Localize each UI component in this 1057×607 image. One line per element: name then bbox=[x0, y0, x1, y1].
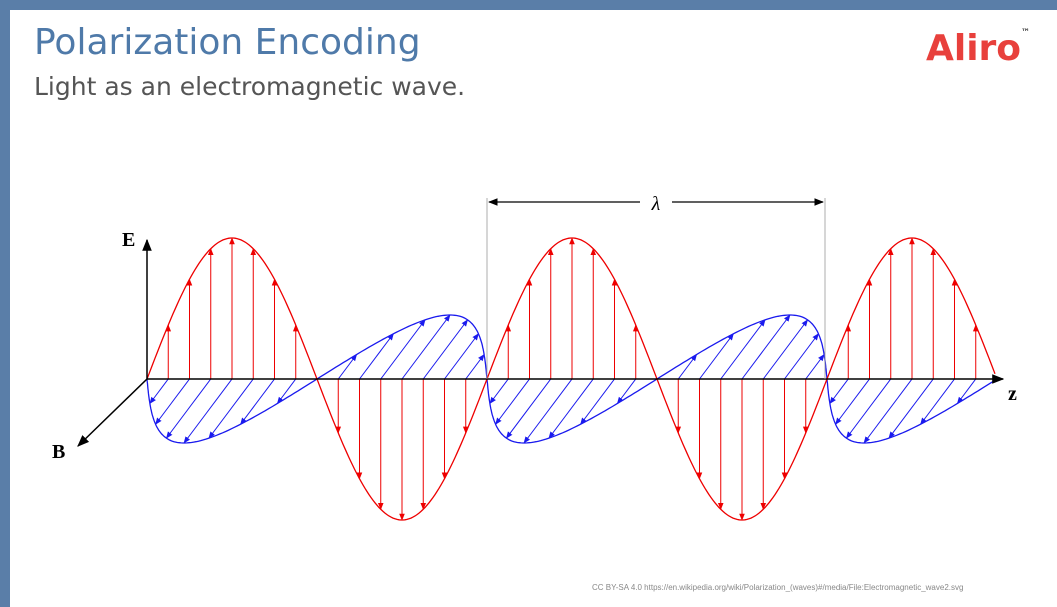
b-vector bbox=[445, 334, 479, 379]
b-vector bbox=[836, 379, 870, 424]
b-vector bbox=[360, 334, 394, 379]
b-axis bbox=[78, 379, 147, 446]
b-vector bbox=[830, 379, 848, 403]
b-vector bbox=[184, 379, 232, 443]
b-vector bbox=[742, 315, 790, 379]
b-vector bbox=[150, 379, 168, 403]
e-label: E bbox=[122, 229, 135, 251]
wavelength-label: λ bbox=[651, 193, 661, 215]
b-vector bbox=[338, 355, 356, 379]
b-vector bbox=[423, 320, 467, 379]
b-vector bbox=[700, 334, 734, 379]
wave-diagram: E B z λ bbox=[0, 0, 1057, 607]
b-vector bbox=[921, 379, 955, 424]
b-vector bbox=[466, 355, 484, 379]
b-vector bbox=[957, 379, 975, 403]
b-vector bbox=[846, 379, 890, 438]
b-vector bbox=[678, 355, 696, 379]
b-vector bbox=[277, 379, 295, 403]
b-vector bbox=[241, 379, 275, 424]
z-label: z bbox=[1008, 383, 1017, 405]
b-vector bbox=[402, 315, 450, 379]
b-vector bbox=[785, 334, 819, 379]
b-vector bbox=[506, 379, 550, 438]
b-vector bbox=[806, 355, 824, 379]
b-label: B bbox=[52, 441, 65, 463]
b-vector bbox=[490, 379, 508, 403]
credit: CC BY-SA 4.0 https://en.wikipedia.org/wi… bbox=[592, 583, 963, 592]
b-vector bbox=[864, 379, 912, 443]
b-vector bbox=[166, 379, 210, 438]
b-vector bbox=[156, 379, 190, 424]
b-vector bbox=[581, 379, 615, 424]
b-vector bbox=[496, 379, 530, 424]
b-vector bbox=[524, 379, 572, 443]
b-vector bbox=[763, 320, 807, 379]
b-vector bbox=[617, 379, 635, 403]
